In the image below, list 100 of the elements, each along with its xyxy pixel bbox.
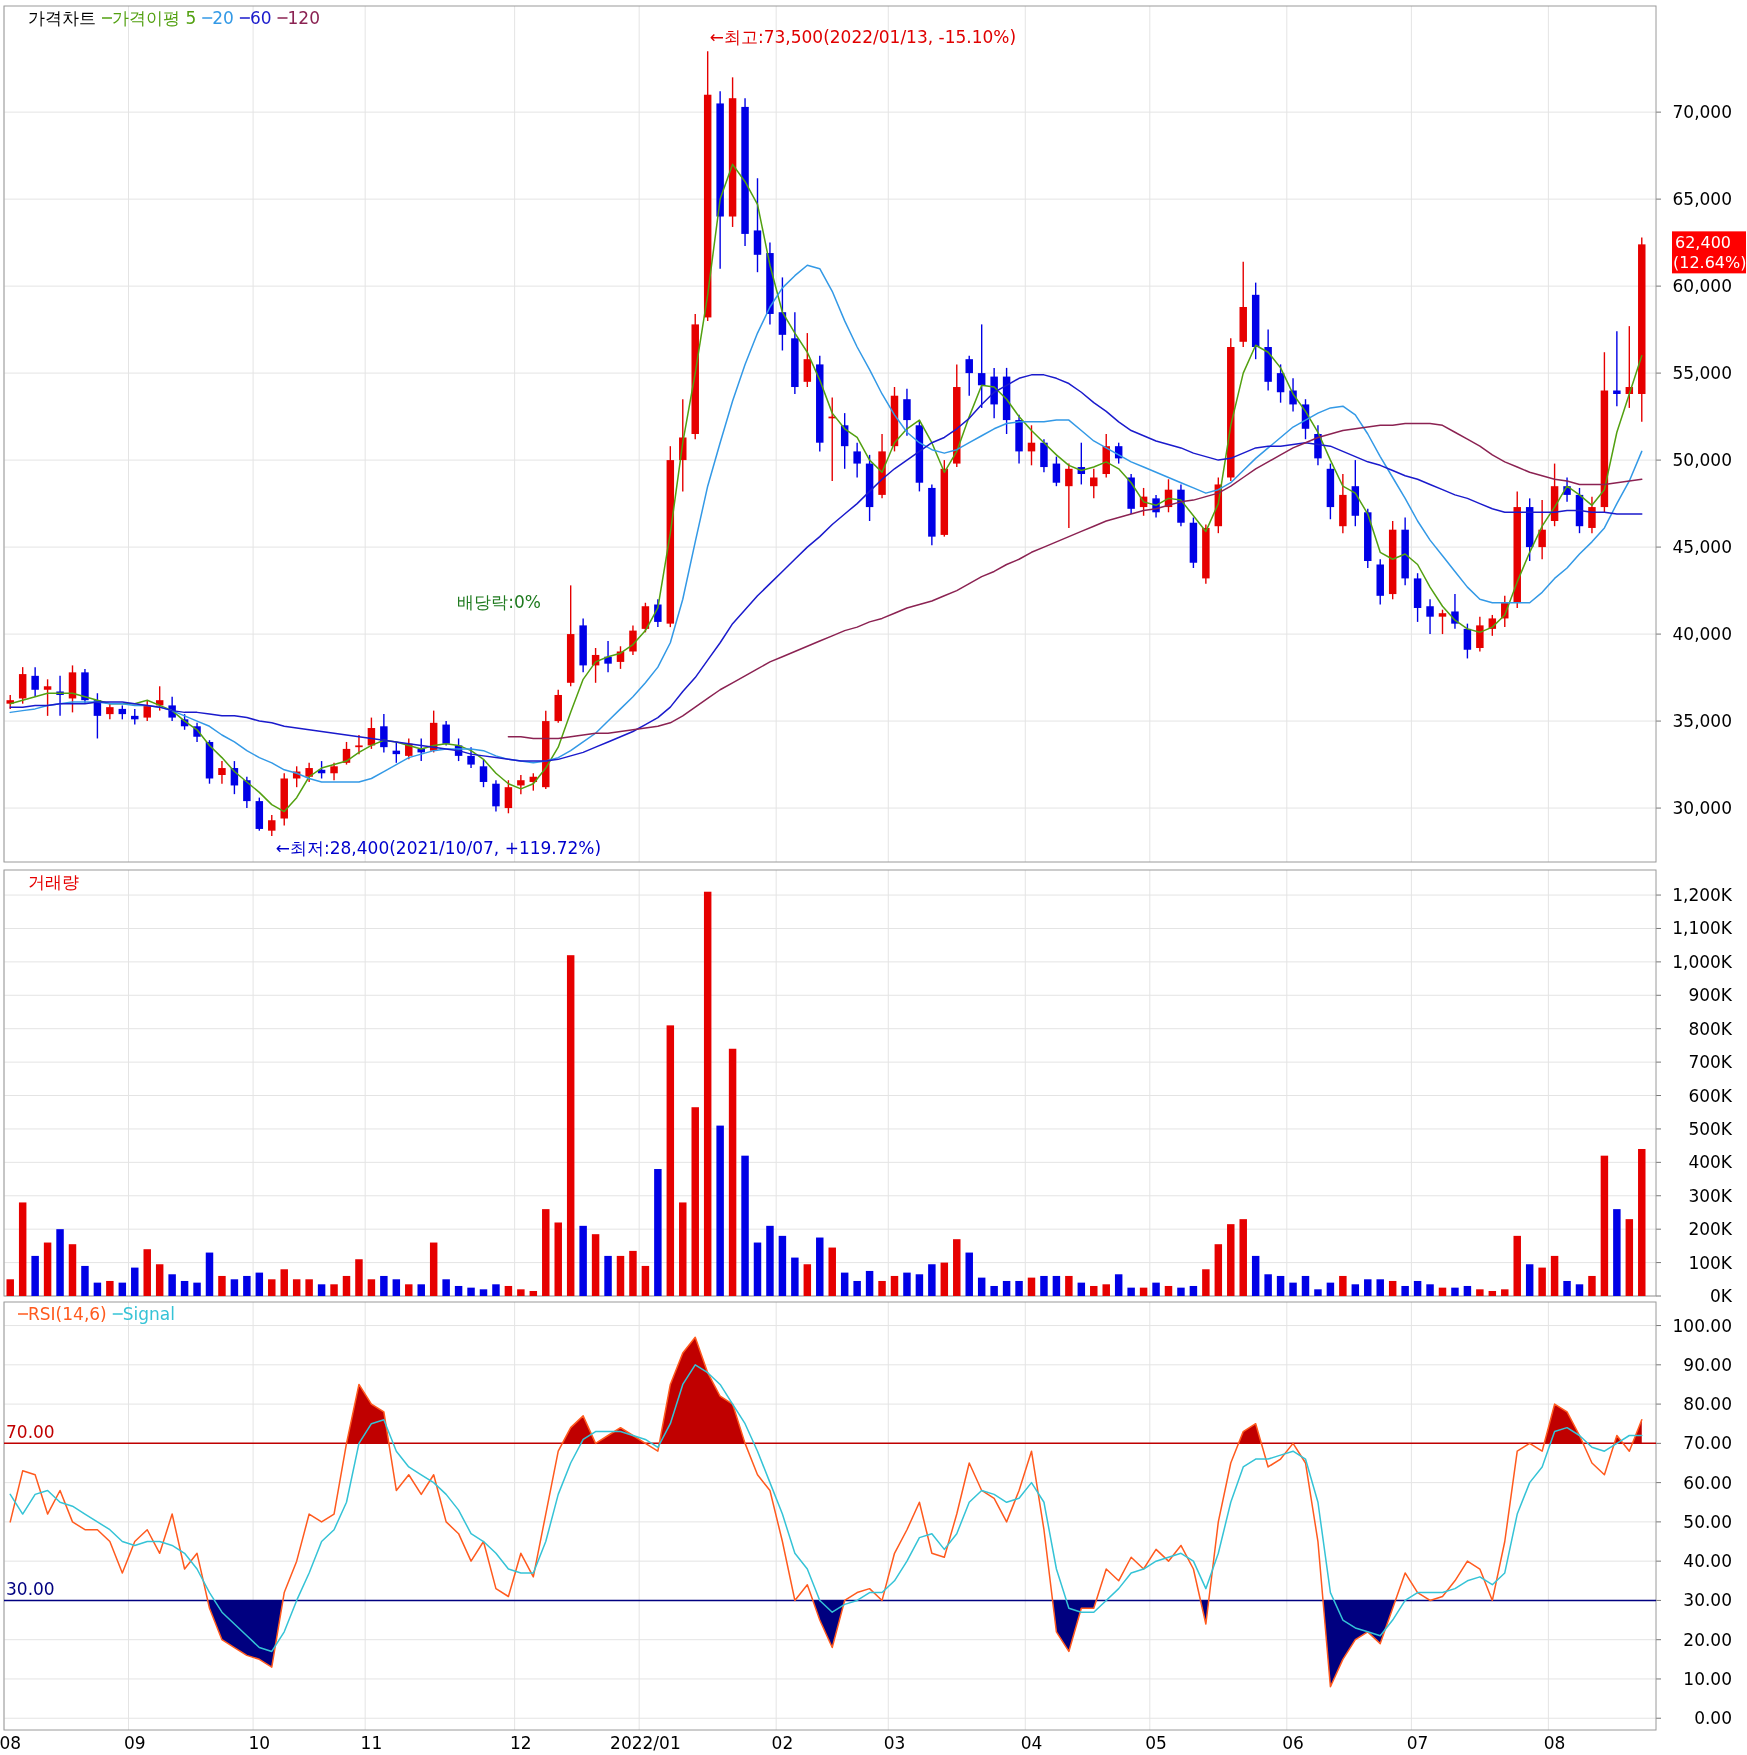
x-tick-label: 08 <box>1543 1733 1566 1753</box>
y-tick-label: 0K <box>1710 1286 1733 1306</box>
candlestick <box>243 776 251 809</box>
bar <box>405 1284 413 1296</box>
y-tick-label: 1,100K <box>1672 918 1733 939</box>
bar <box>68 1244 77 1296</box>
annotation: ←최고:73,500(2022/01/13, -15.10%) <box>709 27 1017 48</box>
y-tick-label: 700K <box>1688 1052 1733 1073</box>
bar <box>268 1279 276 1296</box>
bar <box>1588 1275 1596 1296</box>
candlestick <box>517 774 525 795</box>
candlestick <box>803 332 812 388</box>
candlestick <box>268 814 276 837</box>
bar <box>977 1277 986 1296</box>
bar <box>81 1265 89 1296</box>
bar <box>816 1237 824 1296</box>
y-tick-label: 600K <box>1688 1085 1733 1106</box>
bar <box>629 1250 637 1296</box>
bar <box>56 1229 64 1296</box>
bar <box>106 1280 114 1296</box>
bar <box>193 1282 201 1296</box>
bar <box>1563 1280 1571 1296</box>
bar <box>940 1262 949 1296</box>
y-tick-label: 40,000 <box>1672 624 1732 645</box>
y-tick-label: 500K <box>1688 1118 1733 1139</box>
bar <box>865 1270 874 1296</box>
bar <box>1600 1155 1609 1296</box>
legend-label: Signal <box>122 1304 175 1324</box>
y-tick-label: 300K <box>1688 1185 1733 1206</box>
bar <box>43 1242 52 1296</box>
legend-label: 20 <box>212 8 234 28</box>
bar <box>1052 1275 1061 1296</box>
bar <box>728 1048 737 1296</box>
bar <box>280 1269 288 1296</box>
bar <box>741 1155 749 1296</box>
bar <box>1177 1287 1185 1296</box>
bar <box>1040 1275 1048 1296</box>
bar <box>1164 1285 1173 1296</box>
bar <box>766 1225 774 1296</box>
chart-title: 거래량 <box>28 872 79 892</box>
candlestick <box>1538 499 1546 560</box>
y-tick-label: 70.00 <box>1683 1433 1732 1454</box>
bar <box>243 1275 251 1296</box>
bar <box>890 1275 899 1296</box>
candlestick <box>380 713 388 754</box>
y-tick-label: 1,000K <box>1672 951 1733 972</box>
bar <box>1152 1282 1160 1296</box>
y-tick-label: 45,000 <box>1672 537 1732 558</box>
y-tick-label: 50.00 <box>1683 1511 1732 1532</box>
bar <box>255 1272 264 1296</box>
candlestick <box>853 442 861 479</box>
legend-label: 60 <box>249 8 272 28</box>
bar <box>305 1279 313 1296</box>
candlestick <box>903 388 911 437</box>
annotation: 배당락:0% <box>457 591 541 612</box>
bar <box>566 955 575 1296</box>
candlestick <box>654 598 662 628</box>
bar <box>691 1107 699 1296</box>
bar <box>542 1209 550 1296</box>
y-tick-label: 30.00 <box>1683 1590 1732 1611</box>
bar <box>1227 1224 1235 1296</box>
bar <box>492 1284 500 1296</box>
y-tick-label: 40.00 <box>1683 1551 1732 1572</box>
bar <box>1015 1280 1023 1296</box>
y-tick-label: 65,000 <box>1672 189 1732 210</box>
bar <box>1364 1279 1372 1296</box>
bar <box>392 1279 401 1296</box>
bar <box>168 1274 176 1296</box>
candlestick <box>479 758 488 788</box>
candlestick <box>965 355 973 397</box>
bar <box>180 1280 189 1296</box>
bar <box>1127 1287 1135 1296</box>
candlestick <box>977 323 986 409</box>
x-tick-label: 03 <box>883 1733 906 1753</box>
bar <box>317 1284 326 1296</box>
bar <box>1276 1275 1285 1296</box>
bar <box>504 1285 513 1296</box>
y-tick-label: 900K <box>1688 985 1733 1006</box>
bar <box>230 1279 239 1296</box>
y-tick-label: 20.00 <box>1683 1629 1732 1650</box>
bar <box>155 1264 164 1296</box>
bar <box>31 1255 39 1296</box>
bar <box>143 1249 151 1296</box>
bar <box>791 1257 799 1296</box>
bar <box>292 1279 301 1296</box>
bar <box>654 1169 662 1296</box>
y-tick-label: 80.00 <box>1683 1394 1732 1415</box>
bar <box>679 1202 687 1296</box>
candlestick <box>43 678 52 717</box>
bar <box>1351 1284 1360 1296</box>
y-tick-label: 30,000 <box>1672 798 1732 819</box>
candlestick <box>1090 468 1098 500</box>
x-tick-label: 2022/01 <box>610 1733 681 1753</box>
bar <box>1301 1275 1310 1296</box>
y-tick-label: 90.00 <box>1683 1354 1732 1375</box>
bar <box>205 1252 214 1296</box>
bar <box>965 1252 973 1296</box>
candlestick <box>1426 598 1434 635</box>
bar <box>1538 1267 1546 1296</box>
y-tick-label: 60,000 <box>1672 276 1732 297</box>
